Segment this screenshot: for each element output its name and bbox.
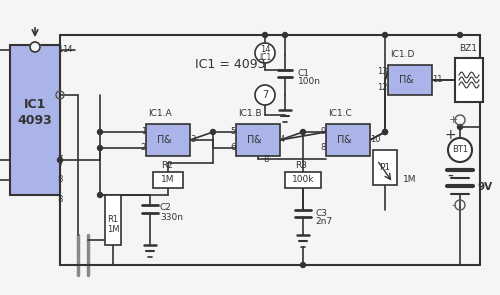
Text: 4093: 4093 bbox=[18, 114, 52, 127]
Text: $\Pi$&: $\Pi$& bbox=[156, 133, 172, 145]
Text: 1M: 1M bbox=[403, 175, 416, 183]
Circle shape bbox=[262, 32, 268, 37]
Text: 12: 12 bbox=[378, 83, 388, 93]
Text: $\Pi$&: $\Pi$& bbox=[246, 133, 262, 145]
Text: IC1 = 4093: IC1 = 4093 bbox=[195, 58, 266, 71]
Circle shape bbox=[300, 263, 306, 268]
Text: -: - bbox=[451, 200, 455, 210]
Text: 8: 8 bbox=[320, 143, 326, 153]
Text: 14: 14 bbox=[62, 45, 72, 55]
Text: 8: 8 bbox=[57, 176, 62, 184]
Text: C2: C2 bbox=[160, 204, 172, 212]
Text: 1M: 1M bbox=[161, 176, 175, 184]
Text: IC1.C: IC1.C bbox=[328, 109, 352, 118]
Text: 9: 9 bbox=[321, 127, 326, 137]
Circle shape bbox=[98, 145, 102, 150]
Text: IC1.D: IC1.D bbox=[390, 50, 414, 59]
Text: C1: C1 bbox=[298, 68, 310, 78]
Circle shape bbox=[98, 193, 102, 197]
Text: $\Pi$&: $\Pi$& bbox=[398, 73, 414, 85]
Circle shape bbox=[255, 43, 275, 63]
Text: -: - bbox=[447, 166, 453, 184]
Text: 2n7: 2n7 bbox=[315, 217, 332, 227]
Text: 6: 6 bbox=[230, 143, 236, 153]
Text: 2: 2 bbox=[141, 143, 146, 153]
Circle shape bbox=[382, 130, 388, 135]
Circle shape bbox=[382, 130, 388, 135]
Bar bbox=[146, 124, 190, 156]
Circle shape bbox=[382, 32, 388, 37]
Text: BT1: BT1 bbox=[452, 145, 468, 155]
Bar bbox=[373, 150, 397, 185]
Bar bbox=[105, 195, 121, 245]
Text: IC1: IC1 bbox=[259, 53, 271, 63]
Text: 5: 5 bbox=[231, 127, 236, 137]
Text: 10: 10 bbox=[370, 135, 380, 145]
Text: BZ1: BZ1 bbox=[459, 44, 477, 53]
Bar bbox=[153, 172, 183, 188]
Text: R3: R3 bbox=[295, 161, 307, 171]
Text: C3: C3 bbox=[315, 209, 327, 217]
Text: +: + bbox=[448, 115, 458, 125]
Text: IC1: IC1 bbox=[24, 99, 46, 112]
Circle shape bbox=[458, 32, 462, 37]
Bar bbox=[388, 65, 432, 95]
Text: 7: 7 bbox=[57, 155, 62, 165]
Circle shape bbox=[30, 42, 40, 52]
Text: $\Pi$&: $\Pi$& bbox=[336, 133, 352, 145]
Text: 7: 7 bbox=[262, 90, 268, 100]
Circle shape bbox=[210, 130, 216, 135]
Bar bbox=[455, 58, 483, 102]
Text: 1: 1 bbox=[57, 45, 62, 55]
Circle shape bbox=[300, 130, 306, 135]
Text: IC1.A: IC1.A bbox=[148, 109, 172, 118]
Text: 100k: 100k bbox=[292, 176, 314, 184]
Text: R1: R1 bbox=[108, 216, 118, 224]
Text: P1: P1 bbox=[380, 163, 390, 173]
Circle shape bbox=[458, 124, 462, 130]
Text: +: + bbox=[444, 128, 456, 142]
Text: R2: R2 bbox=[161, 161, 173, 171]
Circle shape bbox=[98, 130, 102, 135]
Text: 9V: 9V bbox=[477, 182, 492, 192]
Circle shape bbox=[58, 158, 62, 163]
Bar bbox=[10, 45, 60, 195]
Bar bbox=[236, 124, 280, 156]
Text: 13: 13 bbox=[378, 68, 388, 76]
Circle shape bbox=[282, 32, 288, 37]
Text: 11: 11 bbox=[432, 76, 442, 84]
Text: 330n: 330n bbox=[160, 212, 183, 222]
Text: 1: 1 bbox=[141, 127, 146, 137]
Text: 4: 4 bbox=[280, 135, 285, 145]
Circle shape bbox=[255, 85, 275, 105]
Circle shape bbox=[448, 138, 472, 162]
Text: 8: 8 bbox=[57, 196, 62, 204]
Bar bbox=[285, 172, 321, 188]
Text: 100n: 100n bbox=[298, 78, 321, 86]
Text: 7: 7 bbox=[57, 160, 62, 170]
Text: 14: 14 bbox=[260, 45, 270, 55]
Text: 1: 1 bbox=[57, 45, 62, 55]
Text: 1M: 1M bbox=[107, 225, 120, 235]
Text: 8: 8 bbox=[263, 155, 268, 163]
Text: 3: 3 bbox=[190, 135, 196, 145]
Text: IC1.B: IC1.B bbox=[238, 109, 262, 118]
Bar bbox=[326, 124, 370, 156]
